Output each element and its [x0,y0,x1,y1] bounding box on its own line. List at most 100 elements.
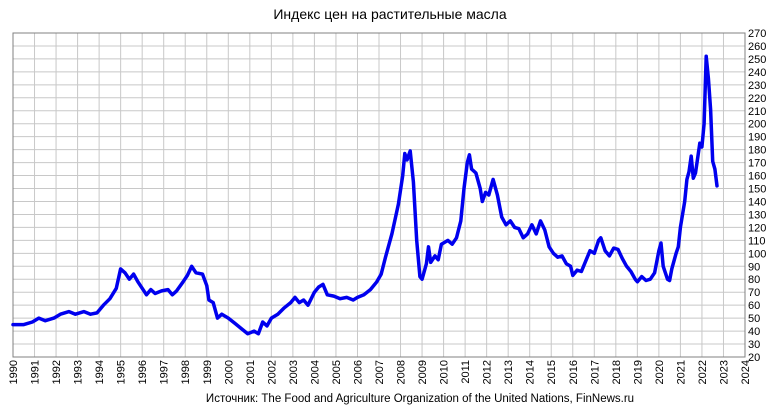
data-point [644,279,648,282]
data-point [526,232,529,236]
data-point [379,272,383,276]
data-point [415,238,419,242]
data-point [43,319,47,323]
data-point [551,251,555,255]
data-point [332,294,336,298]
x-tick-label: 1996 [137,360,149,384]
data-point [517,227,521,231]
y-tick-label: 110 [748,235,766,247]
data-point [289,301,293,304]
data-point [612,246,616,250]
x-tick-label: 1995 [116,360,128,384]
data-point [635,280,639,284]
data-point [145,293,148,297]
data-point [325,293,329,297]
data-point [433,254,437,258]
data-point [459,219,463,223]
data-point [175,289,179,293]
x-tick-label: 2011 [460,360,472,384]
y-tick-label: 80 [748,274,760,286]
data-point [82,310,86,314]
y-tick-label: 170 [748,158,766,170]
data-point [668,279,672,282]
data-point [252,329,256,333]
y-tick-label: 150 [748,184,766,196]
data-point [11,323,15,326]
data-point [405,158,409,162]
y-tick-label: 230 [748,80,766,92]
data-point [607,254,611,258]
data-point [691,176,695,180]
data-point [569,264,573,268]
data-point [403,152,407,155]
x-tick-label: 2022 [697,360,709,384]
y-tick-label: 240 [748,67,766,79]
x-tick-label: 2000 [223,360,235,384]
x-tick-label: 2001 [245,360,257,384]
y-tick-label: 210 [748,106,766,118]
data-point [408,149,412,153]
y-tick-label: 70 [748,287,760,299]
source-note: Источник: The Food and Agriculture Organ… [206,393,634,405]
data-point [508,219,512,223]
data-point [450,242,454,246]
data-point [67,310,71,314]
data-point [436,258,440,262]
y-tick-label: 190 [748,132,766,144]
y-tick-label: 90 [748,261,760,273]
x-tick-label: 2012 [482,360,494,384]
data-point [704,54,708,58]
data-point [470,167,473,171]
y-tick-label: 160 [748,171,766,183]
data-point [351,298,355,302]
data-point [446,238,450,242]
data-point [491,178,495,181]
data-point [670,267,674,271]
data-point [683,200,687,203]
series-points [11,54,719,336]
data-point [265,324,269,328]
x-tick-label: 2004 [309,360,321,384]
data-point [484,191,487,194]
chart-title: Индекс цен на растительные масла [273,6,506,22]
data-point [713,167,717,171]
data-point [648,277,652,281]
data-point [592,251,596,255]
y-tick-label: 100 [748,248,766,260]
x-tick-label: 2002 [266,360,278,384]
data-point [207,298,211,302]
data-point [37,316,41,320]
data-point [140,286,144,290]
data-point [513,226,517,229]
data-point [356,295,359,299]
x-tick-label: 1998 [180,360,192,384]
data-point [685,178,689,181]
data-point [560,254,564,258]
data-point [396,202,400,206]
x-tick-label: 1990 [8,360,20,384]
x-tick-label: 1999 [202,360,214,384]
data-point [390,232,394,236]
data-point [58,312,62,316]
x-tick-label: 2008 [396,360,408,384]
y-tick-label: 260 [748,41,766,53]
data-point [345,295,349,299]
data-point [616,248,620,251]
x-tick-label: 2021 [675,360,687,384]
data-point [226,316,230,320]
data-point [246,332,250,336]
data-point [136,280,140,284]
data-point [276,312,280,316]
data-point [220,312,224,316]
data-point [181,280,185,284]
data-point [465,161,469,165]
data-point [89,312,92,316]
data-point [504,223,508,227]
data-point [306,303,310,307]
data-point [205,284,209,288]
data-point [30,320,34,324]
data-point [579,270,583,273]
y-tick-label: 220 [748,93,766,105]
x-tick-label: 2014 [525,360,537,384]
